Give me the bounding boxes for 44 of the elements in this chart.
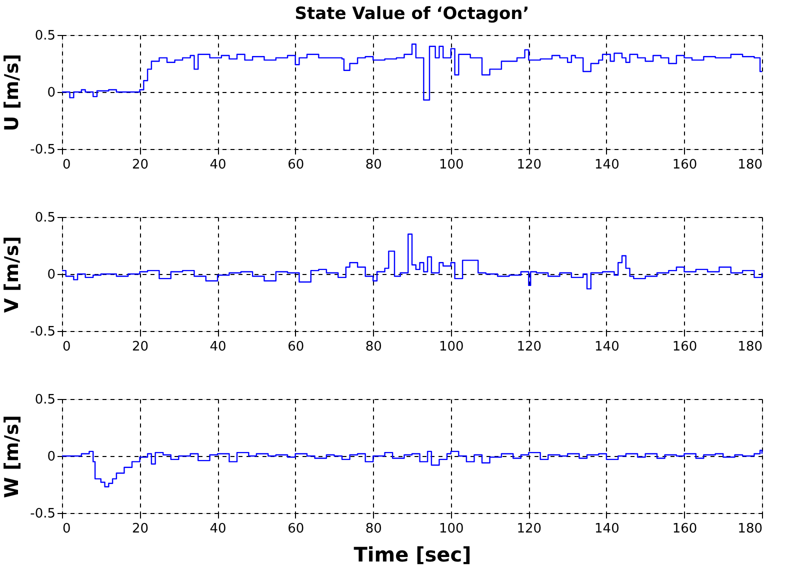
- y-axis-title: W [m/s]: [1, 415, 24, 498]
- y-axis-title: U [m/s]: [1, 54, 24, 132]
- x-tick-label: 120: [516, 522, 542, 536]
- x-tick-label: 180: [738, 158, 762, 172]
- x-tick-label: 120: [516, 158, 542, 172]
- x-tick-label: 160: [672, 522, 698, 536]
- x-axis-title: Time [sec]: [354, 542, 472, 566]
- y-tick-label: -0.5: [30, 324, 56, 340]
- y-tick-label: 0: [47, 450, 56, 464]
- x-tick-label: 80: [365, 340, 382, 354]
- x-tick-label: 20: [132, 522, 149, 536]
- x-tick-label: 60: [288, 522, 304, 536]
- chart-title: State Value of ‘Octagon’: [294, 4, 530, 24]
- x-tick-label: 140: [594, 522, 620, 536]
- x-tick-label: 180: [738, 522, 762, 536]
- x-tick-label: 80: [365, 158, 382, 172]
- x-tick-label: 140: [594, 340, 620, 354]
- y-axis-title: V [m/s]: [1, 236, 24, 313]
- x-tick-label: 0: [62, 158, 71, 172]
- y-tick-label: 0.5: [34, 28, 56, 44]
- y-tick-label: -0.5: [30, 506, 56, 522]
- x-tick-label: 40: [210, 340, 226, 354]
- x-tick-label: 100: [438, 340, 464, 354]
- y-tick-label: 0.5: [34, 210, 56, 226]
- x-tick-label: 40: [210, 158, 226, 172]
- y-tick-label: 0.5: [34, 392, 56, 408]
- x-tick-label: 140: [594, 158, 620, 172]
- x-tick-label: 20: [132, 340, 149, 354]
- x-tick-label: 20: [132, 158, 149, 172]
- x-tick-label: 60: [288, 158, 304, 172]
- x-tick-label: 160: [672, 158, 698, 172]
- x-tick-label: 180: [738, 340, 762, 354]
- x-tick-label: 0: [62, 340, 71, 354]
- x-tick-label: 100: [438, 522, 464, 536]
- x-tick-label: 160: [672, 340, 698, 354]
- x-tick-label: 80: [365, 522, 382, 536]
- y-tick-label: 0: [47, 86, 56, 100]
- x-tick-label: 100: [438, 158, 464, 172]
- x-tick-label: 40: [210, 522, 226, 536]
- y-tick-label: 0: [47, 268, 56, 282]
- y-tick-label: -0.5: [30, 142, 56, 158]
- x-tick-label: 0: [62, 522, 71, 536]
- x-tick-label: 120: [516, 340, 542, 354]
- x-tick-label: 60: [288, 340, 304, 354]
